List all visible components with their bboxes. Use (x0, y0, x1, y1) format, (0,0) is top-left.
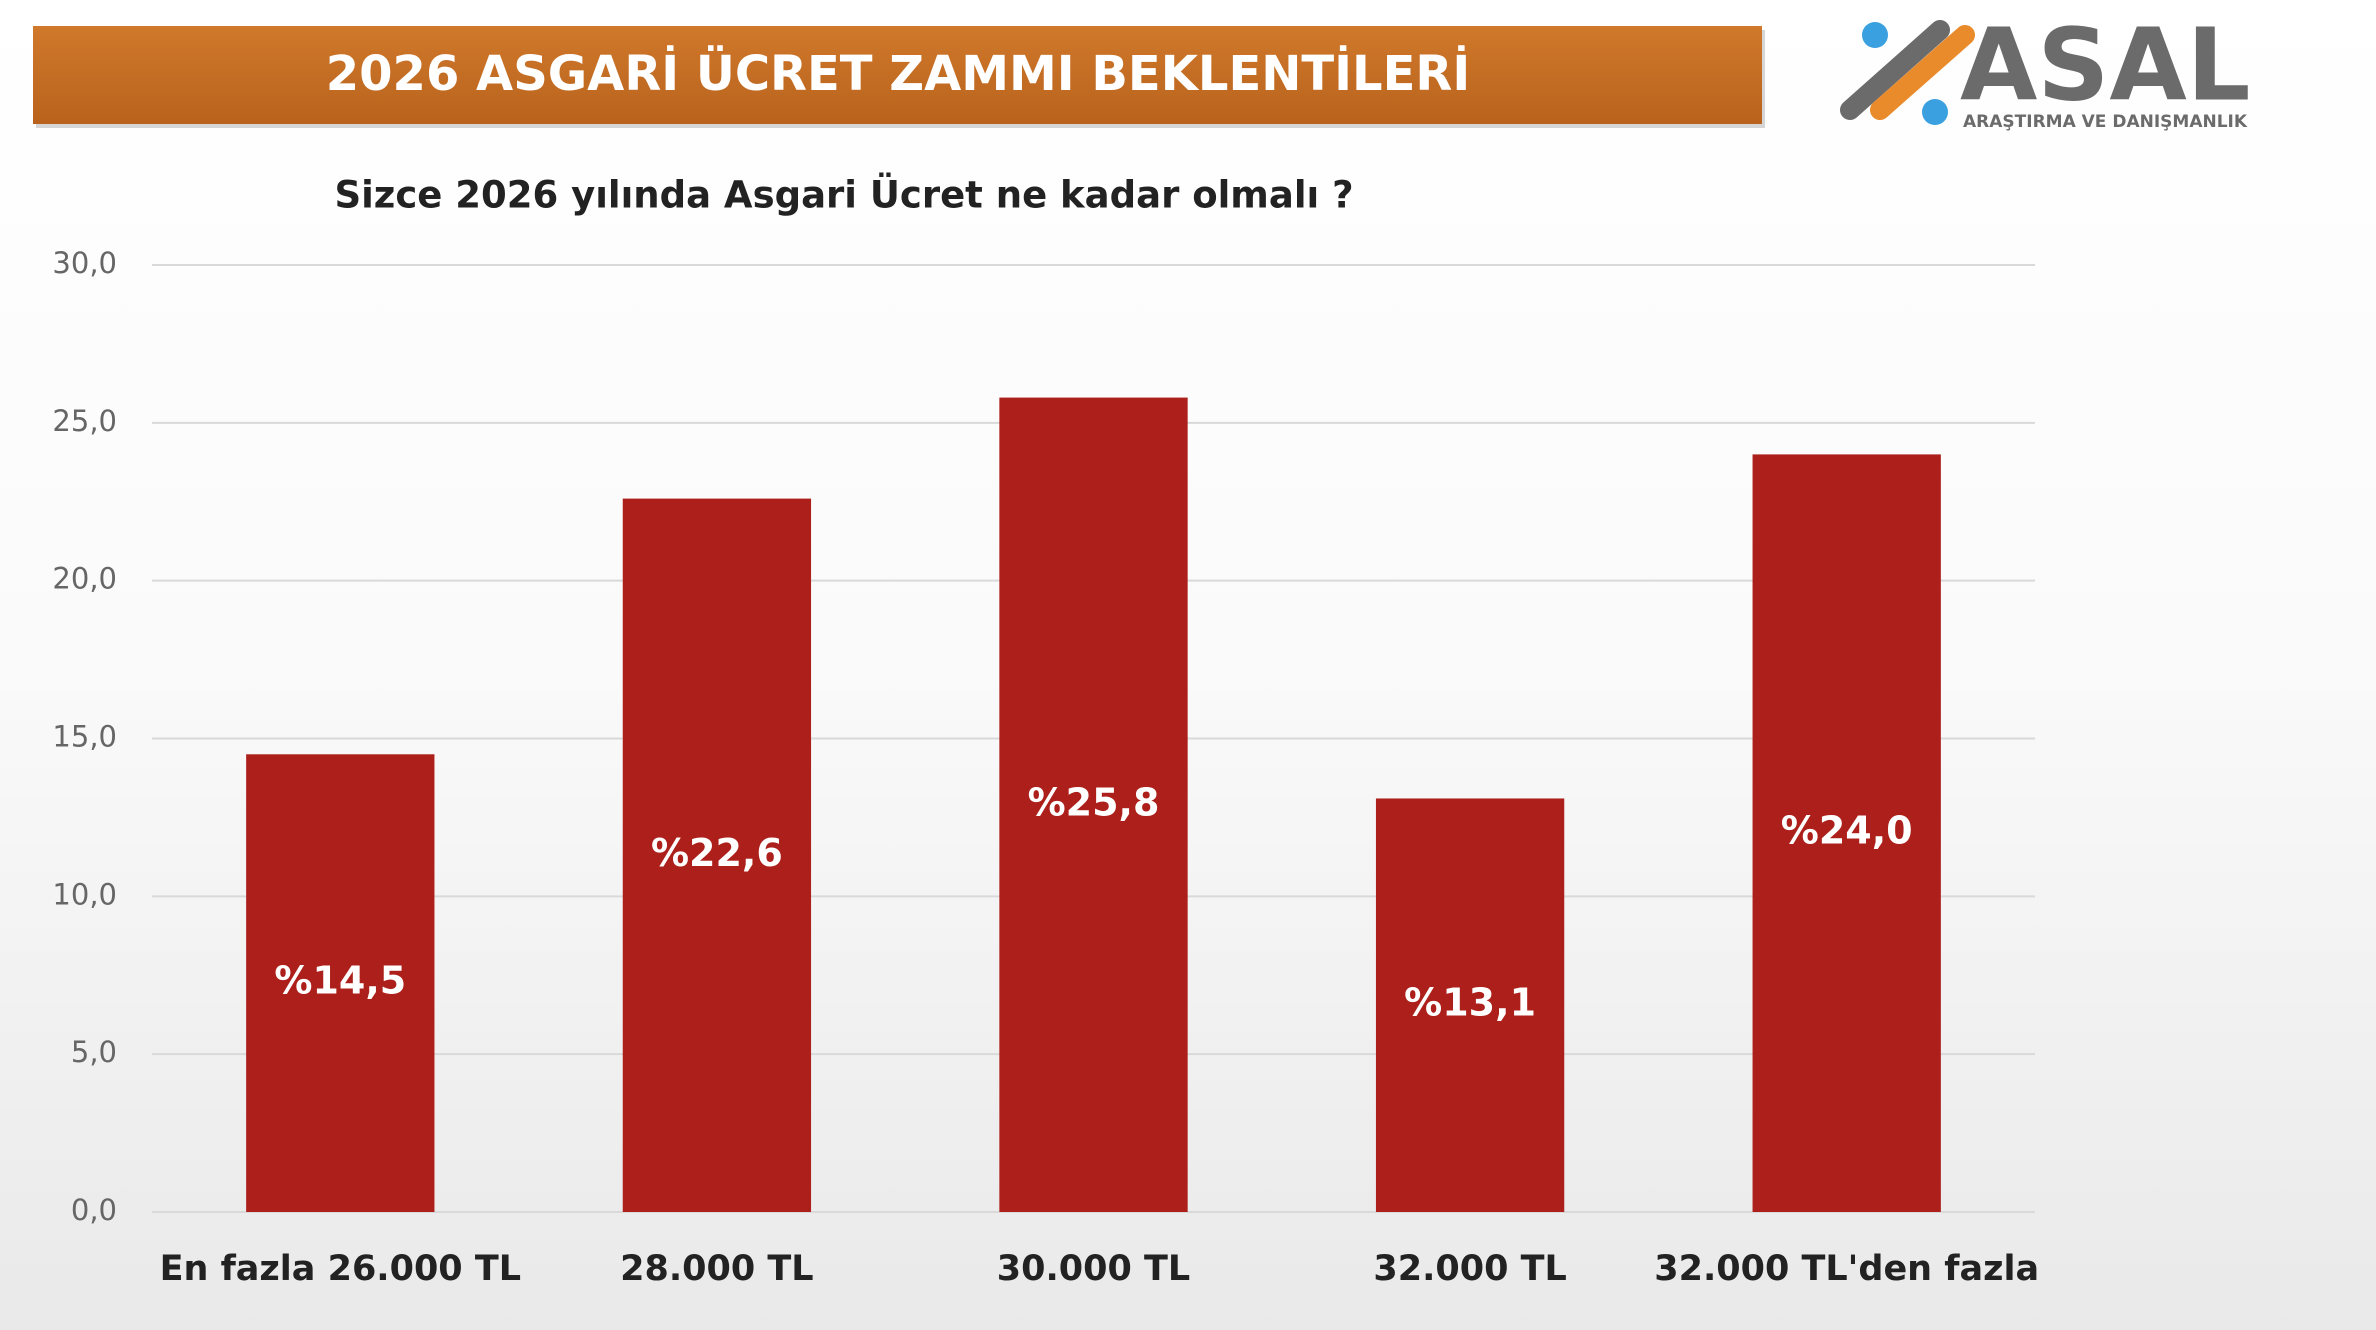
logo: ASAL ARAŞTIRMA VE DANIŞMANLIK (1840, 6, 2251, 132)
bar (1375, 798, 1565, 1212)
chart-title: 2026 ASGARİ ÜCRET ZAMMI BEKLENTİLERİ (326, 45, 1470, 102)
x-tick-label: 32.000 TL'den fazla (1654, 1249, 2039, 1289)
y-tick-label: 0,0 (71, 1193, 117, 1227)
value-label: %24,0 (1781, 809, 1913, 853)
y-tick-label: 30,0 (52, 246, 117, 280)
logo-dot (1862, 22, 1888, 48)
value-label: %25,8 (1028, 780, 1160, 824)
y-tick-label: 10,0 (52, 877, 117, 911)
y-tick-label: 5,0 (71, 1035, 117, 1069)
logo-name: ASAL (1960, 6, 2251, 123)
bar (999, 397, 1188, 1213)
logo-tagline: ARAŞTIRMA VE DANIŞMANLIK (1963, 112, 2248, 132)
bar (1752, 454, 1941, 1212)
value-label: %14,5 (274, 959, 406, 1003)
x-tick-label: En fazla 26.000 TL (160, 1249, 521, 1289)
x-tick-label: 30.000 TL (997, 1249, 1190, 1289)
y-tick-label: 20,0 (52, 562, 117, 596)
logo-stroke (1840, 20, 1950, 120)
logo-stroke (1870, 25, 1975, 120)
chart-subtitle: Sizce 2026 yılında Asgari Ücret ne kadar… (334, 173, 1353, 217)
value-label: %22,6 (651, 831, 783, 875)
bar (622, 498, 812, 1212)
x-tick-label: 28.000 TL (620, 1249, 813, 1289)
y-tick-label: 25,0 (52, 404, 117, 438)
logo-dot (1922, 99, 1948, 125)
y-tick-label: 15,0 (52, 720, 117, 754)
bar (246, 754, 435, 1212)
value-label: %13,1 (1404, 981, 1536, 1025)
x-tick-label: 32.000 TL (1373, 1249, 1566, 1289)
banner (33, 26, 1762, 124)
